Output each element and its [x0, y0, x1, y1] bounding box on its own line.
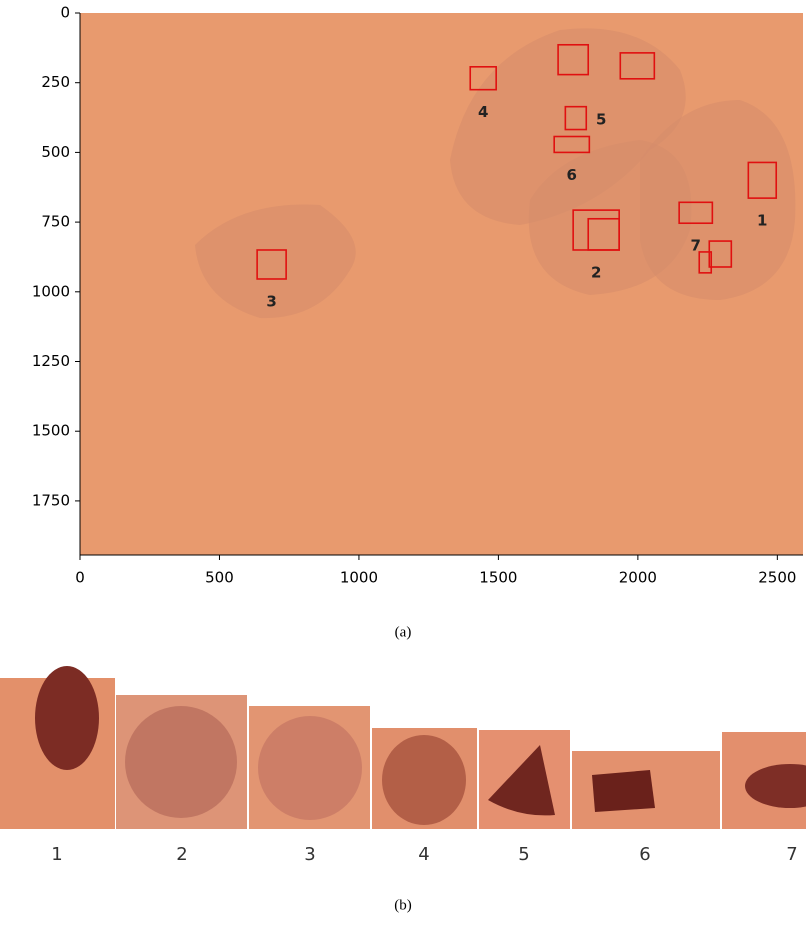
box-label: 1 [757, 212, 767, 230]
y-tick-label: 0 [60, 4, 70, 22]
page: (a) (b) 0 500 1000 1500 2000 2500 0 250 500 750 10… [0, 0, 806, 925]
y-tick-label: 1750 [32, 491, 70, 509]
crop-label: 2 [176, 844, 187, 865]
crop-label: 3 [304, 844, 315, 865]
crop-label: 4 [418, 844, 429, 865]
x-tick-label: 1500 [479, 569, 517, 587]
box-label: 6 [567, 166, 577, 184]
x-tick-label: 2500 [758, 569, 796, 587]
x-tick-label: 500 [205, 569, 234, 587]
y-tick-label: 750 [41, 213, 70, 231]
y-tick-label: 500 [41, 143, 70, 161]
box-label: 3 [266, 292, 276, 310]
box-label: 4 [478, 103, 488, 121]
caption-b: (b) [394, 897, 412, 913]
caption-a: (a) [395, 624, 412, 640]
y-tick-label: 250 [41, 73, 70, 91]
y-tick-label: 1000 [32, 282, 70, 300]
crop-label: 6 [639, 844, 650, 865]
crop-label: 5 [518, 844, 529, 865]
box-label: 2 [591, 263, 601, 281]
x-tick-label: 2000 [619, 569, 657, 587]
box-label: 5 [596, 111, 606, 129]
y-tick-label: 1250 [32, 352, 70, 370]
x-tick-label: 0 [75, 569, 85, 587]
crop-label: 1 [51, 844, 62, 865]
crop-label: 7 [786, 844, 797, 865]
y-tick-label: 1500 [32, 422, 70, 440]
figure: (a) (b) 0 500 1000 1500 2000 2500 0 250 500 750 10… [0, 0, 806, 925]
x-tick-label: 1000 [340, 569, 378, 587]
